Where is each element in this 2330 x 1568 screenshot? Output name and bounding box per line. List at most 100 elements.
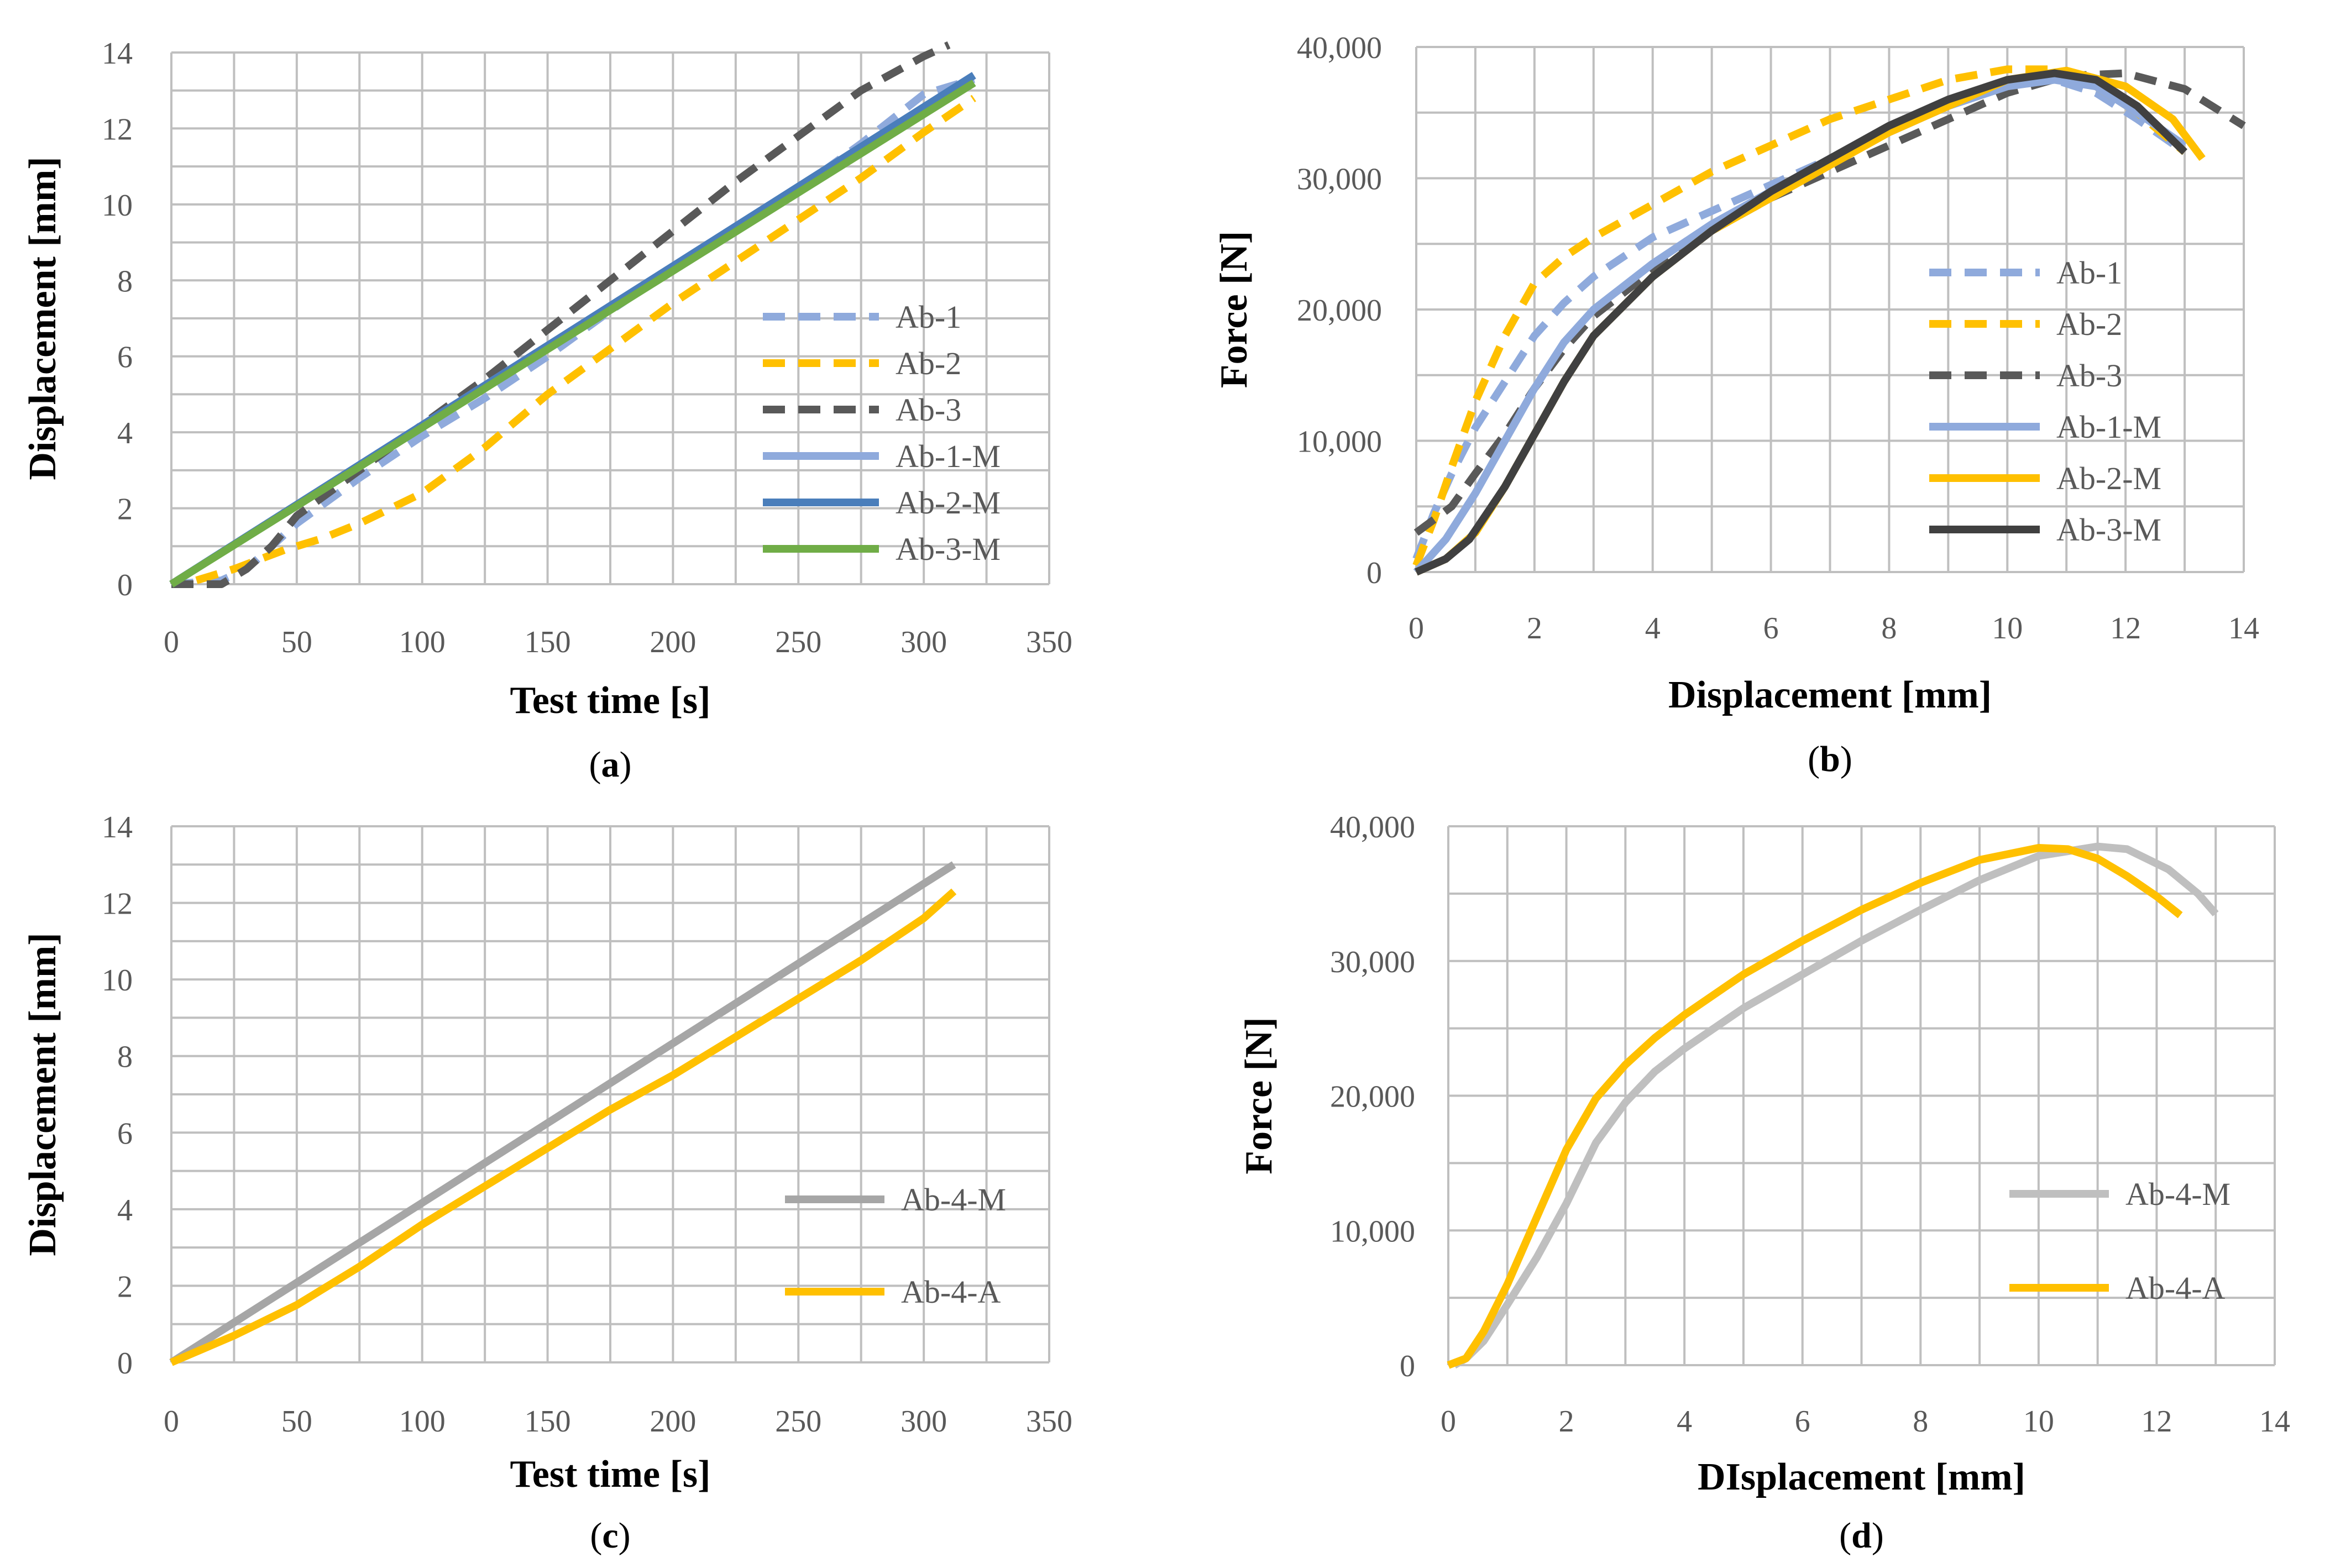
y-tick-label: 20,000 [1297, 293, 1382, 328]
x-tick-label: 6 [1763, 611, 1779, 646]
x-tick-label: 150 [525, 625, 571, 659]
y-tick-label: 10,000 [1297, 425, 1382, 459]
y-tick-label: 30,000 [1330, 945, 1415, 979]
legend: Ab-1 Ab-2 Ab-3 Ab-1-M Ab-2-M Ab-3-M [763, 299, 1001, 567]
x-tick-label: 50 [281, 625, 312, 659]
y-tick-label: 14 [102, 36, 133, 71]
y-tick-label: 30,000 [1297, 162, 1382, 197]
legend-label-ab-4-m: Ab-4-M [2125, 1176, 2230, 1212]
x-tick-label: 12 [2110, 611, 2141, 646]
chart-panel-b: 0 2 4 6 8 10 12 14 0 10,000 20,000 30,000 40,000 Disp… [1213, 31, 2259, 779]
y-tick-label: 12 [102, 887, 133, 921]
x-tick-label: 100 [399, 1404, 446, 1439]
series-line-ab-4-m [169, 861, 956, 1366]
x-axis-title: Test time [s] [510, 679, 711, 722]
x-tick-label: 8 [1913, 1404, 1928, 1439]
x-tick-label: 300 [900, 625, 947, 659]
chart-panel-d: 0 2 4 6 8 10 12 14 0 10,000 20,000 30,000 40,000 DIsp… [1238, 810, 2290, 1556]
y-tick-label: 4 [117, 1193, 133, 1228]
panel-caption: (a) [589, 744, 632, 785]
x-tick-label: 0 [164, 1404, 179, 1439]
x-tick-label: 6 [1795, 1404, 1810, 1439]
x-tick-label: 250 [775, 1404, 821, 1439]
legend-label-ab-2-m: Ab-2-M [2056, 460, 2161, 496]
x-tick-label: 14 [2259, 1404, 2290, 1439]
x-axis-title: DIsplacement [mm] [1698, 1456, 2025, 1498]
series-line-ab-2 [1412, 65, 2187, 567]
x-tick-label: 200 [650, 625, 696, 659]
x-tick-label: 0 [164, 625, 179, 659]
y-tick-label: 40,000 [1297, 31, 1382, 65]
y-tick-label: 8 [117, 1040, 133, 1074]
y-axis-title: Force [N] [1238, 1017, 1280, 1174]
series-line-ab-3-m [1415, 69, 2187, 576]
y-tick-label: 0 [1366, 556, 1382, 590]
y-tick-label: 0 [1400, 1349, 1415, 1383]
series-line-ab-3-m [169, 80, 976, 588]
legend-label-ab-1-m: Ab-1-M [2056, 409, 2161, 445]
y-tick-label: 2 [117, 1270, 133, 1304]
series-line-ab-2 [195, 95, 976, 584]
legend-label-ab-4-m: Ab-4-M [901, 1182, 1006, 1218]
x-tick-label: 150 [525, 1404, 571, 1439]
legend-label-ab-3-m: Ab-3-M [896, 531, 1001, 567]
legend-label-ab-2-m: Ab-2-M [896, 485, 1001, 521]
x-tick-label: 8 [1881, 611, 1897, 646]
legend-label-ab-2: Ab-2 [2056, 306, 2122, 342]
x-tick-label: 0 [1441, 1404, 1456, 1439]
panel-caption: (b) [1808, 739, 1852, 779]
y-tick-label: 40,000 [1330, 810, 1415, 845]
x-tick-label: 12 [2141, 1404, 2172, 1439]
y-tick-label: 20,000 [1330, 1080, 1415, 1114]
x-tick-label: 4 [1645, 611, 1661, 646]
x-tick-label: 350 [1026, 1404, 1072, 1439]
legend-label-ab-2: Ab-2 [896, 345, 961, 381]
legend-label-ab-1: Ab-1 [2056, 255, 2122, 291]
y-tick-label: 8 [117, 264, 133, 298]
legend-label-ab-4-a: Ab-4-A [2125, 1270, 2226, 1306]
y-tick-label: 10,000 [1330, 1214, 1415, 1249]
x-axis-title: Test time [s] [510, 1453, 711, 1496]
legend-label-ab-3-m: Ab-3-M [2056, 512, 2161, 548]
chart-panel-c: 0 50 100 150 200 250 300 350 0 2 4 6 8 10 12 14 Test tim… [22, 810, 1072, 1556]
y-tick-label: 10 [102, 188, 133, 223]
x-tick-label: 50 [281, 1404, 312, 1439]
legend: Ab-4-M Ab-4-A [2009, 1176, 2230, 1306]
x-tick-label: 14 [2228, 611, 2259, 646]
y-axis-title: Force [N] [1213, 231, 1255, 388]
y-axis-title: Displacement [mm] [22, 932, 64, 1256]
legend-label-ab-3: Ab-3 [896, 392, 961, 428]
x-tick-label: 200 [650, 1404, 696, 1439]
x-tick-label: 300 [900, 1404, 947, 1439]
legend-label-ab-3: Ab-3 [2056, 358, 2122, 394]
x-tick-label: 10 [2023, 1404, 2054, 1439]
x-tick-label: 0 [1409, 611, 1424, 646]
series-line-ab-4-a [170, 888, 957, 1366]
y-tick-label: 4 [117, 416, 133, 450]
legend-label-ab-4-a: Ab-4-A [901, 1274, 1001, 1310]
gridlines-c [171, 825, 1050, 1362]
x-tick-label: 2 [1527, 611, 1542, 646]
chart-panel-a: 0 50 100 150 200 250 300 350 0 2 4 6 8 10 12 14 Test tim… [22, 36, 1072, 785]
y-tick-label: 6 [117, 1116, 133, 1151]
y-axis-title: Displacement [mm] [22, 156, 64, 480]
y-tick-label: 14 [102, 810, 133, 845]
y-tick-label: 0 [117, 568, 133, 602]
x-tick-label: 100 [399, 625, 446, 659]
x-tick-label: 350 [1026, 625, 1072, 659]
legend: Ab-4-M Ab-4-A [785, 1182, 1006, 1310]
panel-caption: (d) [1839, 1515, 1884, 1556]
x-tick-label: 4 [1677, 1404, 1692, 1439]
y-tick-label: 0 [117, 1346, 133, 1381]
series-line-ab-1 [1412, 76, 2187, 560]
y-tick-label: 2 [117, 492, 133, 527]
gridlines-a [171, 51, 1050, 584]
series-line-ab-4-a [1447, 844, 2183, 1369]
series-line-ab-4-m [1452, 842, 2219, 1369]
x-tick-label: 10 [1992, 611, 2023, 646]
y-tick-label: 6 [117, 340, 133, 375]
gridlines-d [1448, 825, 2276, 1365]
series-line-ab-3 [171, 41, 951, 588]
x-tick-label: 2 [1559, 1404, 1574, 1439]
